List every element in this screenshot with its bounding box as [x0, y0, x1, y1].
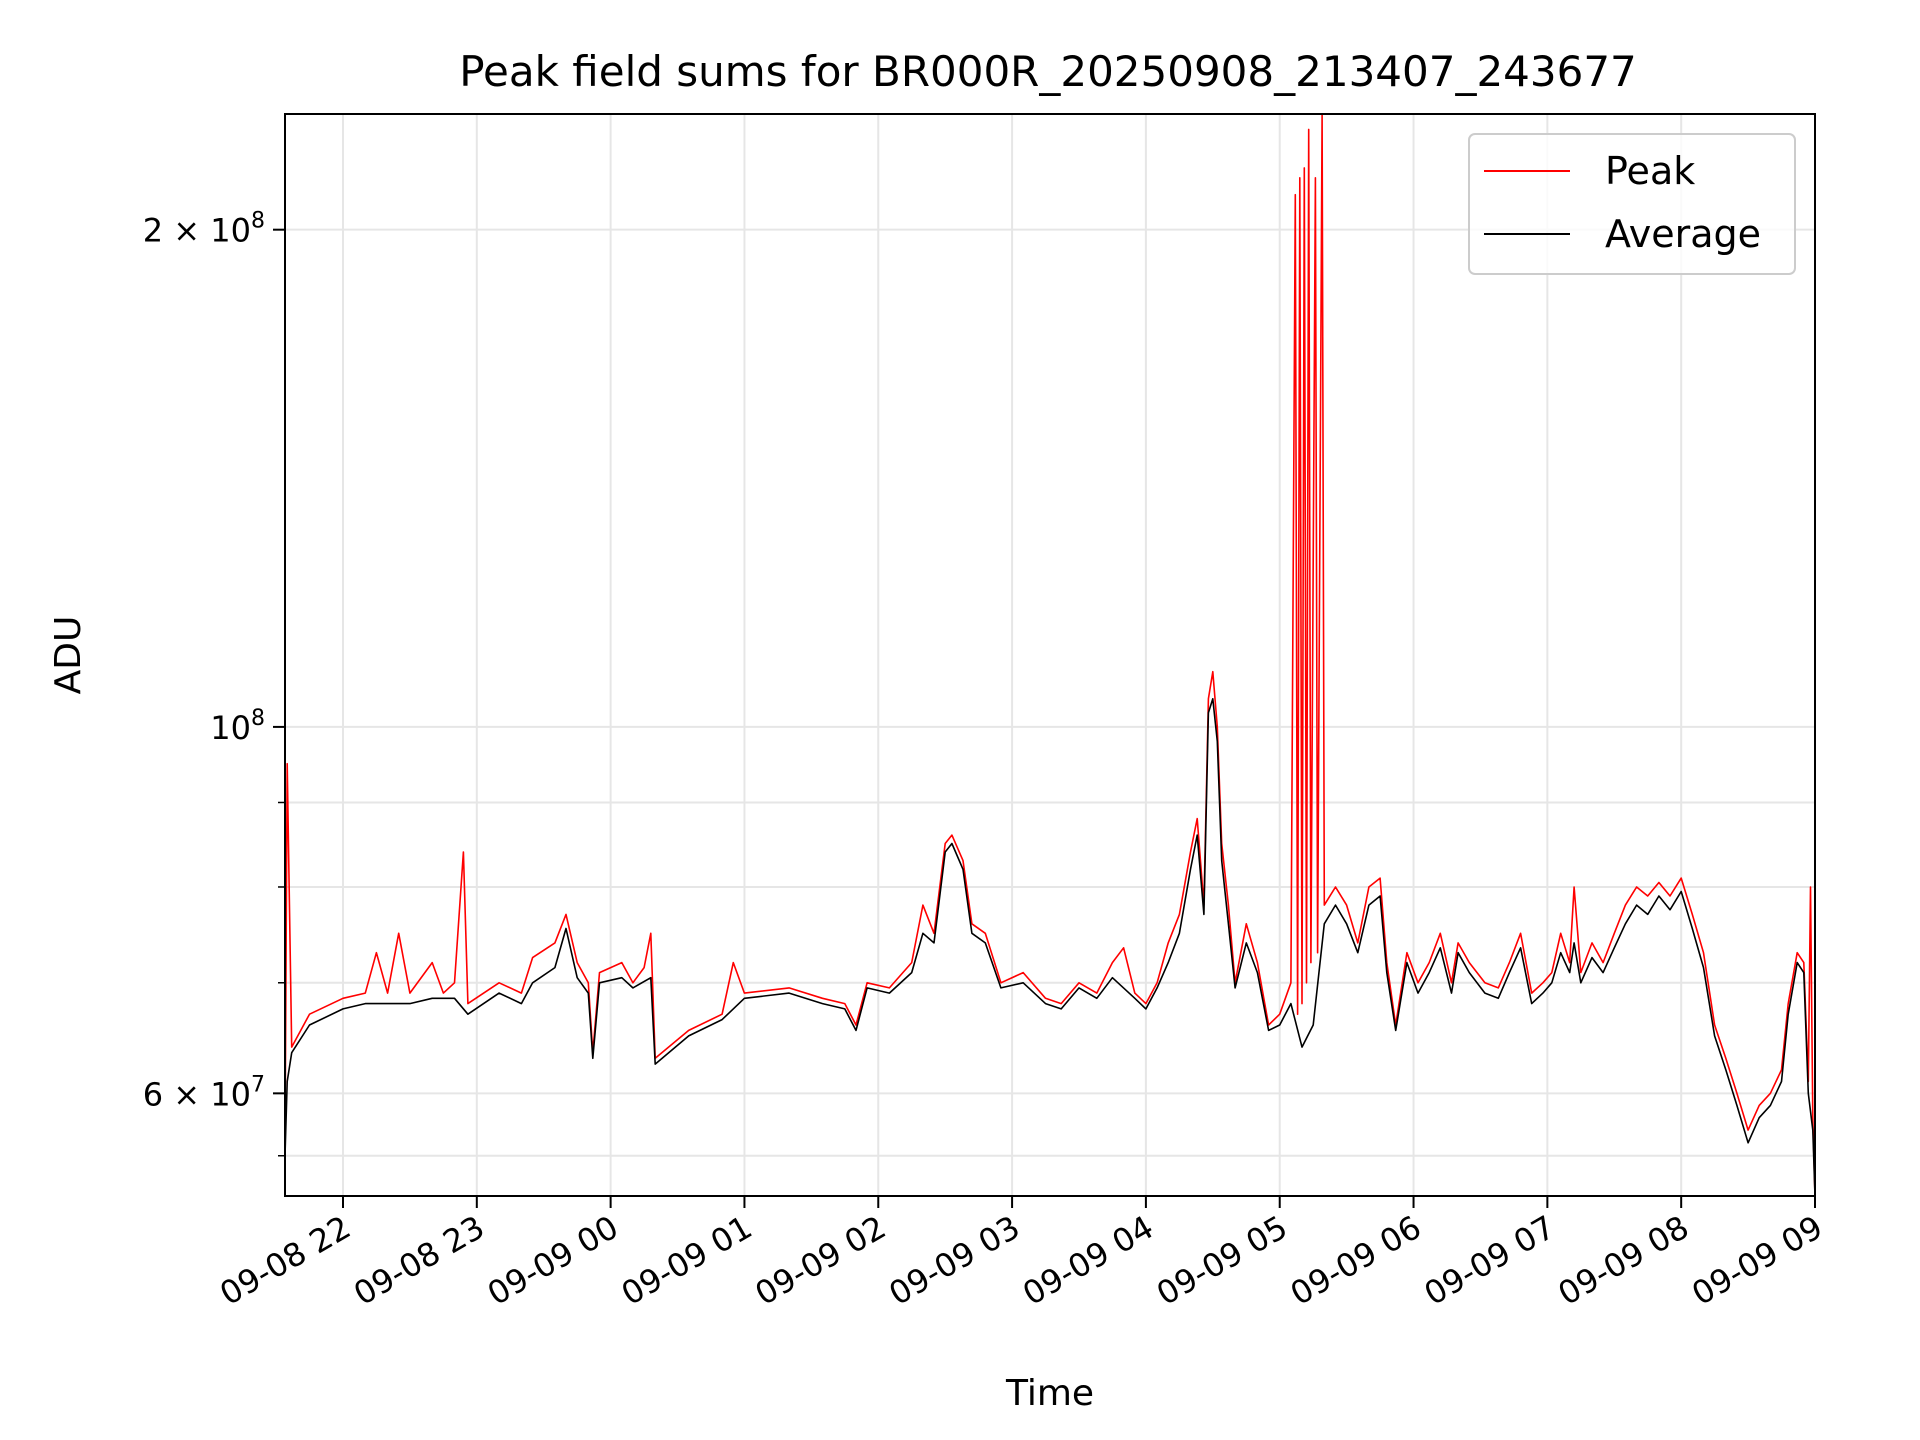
- y-tick-label: 6 × 107: [143, 1072, 265, 1113]
- x-tick-label: 09-09 08: [1552, 1208, 1696, 1313]
- series-line-peak: [284, 113, 1816, 1197]
- x-tick-label: 09-09 00: [481, 1208, 625, 1313]
- x-tick-label: 09-09 03: [882, 1208, 1026, 1313]
- legend-label-peak: Peak: [1605, 149, 1695, 193]
- x-tick-label: 09-09 07: [1418, 1208, 1562, 1313]
- series-line-average: [284, 698, 1816, 1197]
- y-axis-label: ADU: [48, 616, 89, 695]
- x-tick-label: 09-09 05: [1150, 1208, 1294, 1313]
- x-tick-label: 09-09 04: [1016, 1208, 1160, 1313]
- x-tick-label: 09-09 09: [1685, 1208, 1829, 1313]
- legend: Peak Average: [1468, 133, 1796, 275]
- series-group: [284, 113, 1816, 1197]
- y-axis: 2 × 108 108 6 × 107: [143, 209, 285, 1157]
- x-axis-label: Time: [1005, 1373, 1094, 1414]
- x-tick-label: 09-08 22: [213, 1208, 357, 1313]
- y-tick-label: 2 × 108: [143, 209, 265, 250]
- plot-frame: [284, 113, 1816, 1197]
- chart-title: Peak field sums for BR000R_20250908_2134…: [459, 47, 1637, 96]
- x-tick-label: 09-09 01: [615, 1208, 759, 1313]
- x-tick-label: 09-09 02: [749, 1208, 893, 1313]
- x-tick-label: 09-08 23: [347, 1208, 491, 1313]
- legend-box: [1468, 133, 1796, 275]
- y-tick-label: 108: [210, 706, 265, 747]
- legend-label-average: Average: [1605, 212, 1761, 256]
- grid: [285, 114, 1816, 1196]
- x-tick-label: 09-09 06: [1284, 1208, 1428, 1313]
